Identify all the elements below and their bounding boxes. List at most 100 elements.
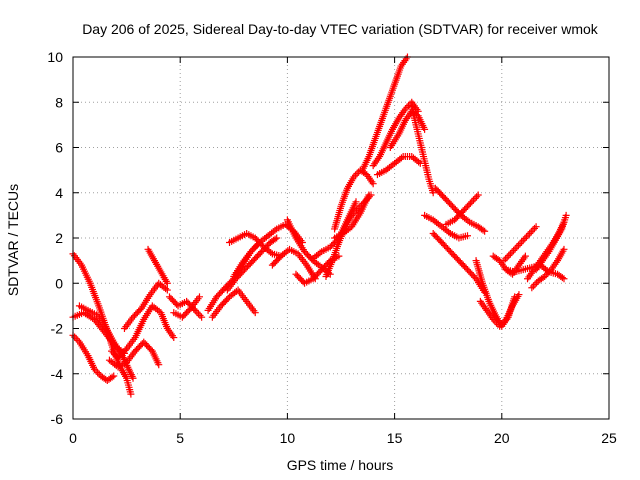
data-point: [562, 211, 570, 219]
y-tick-label: 6: [55, 140, 63, 156]
data-point: [348, 211, 356, 219]
series-pass-b: [69, 331, 118, 385]
data-point: [528, 284, 536, 292]
data-point: [369, 180, 377, 188]
data-point: [127, 390, 135, 398]
data-point: [514, 241, 522, 249]
data-point: [544, 269, 552, 277]
data-point: [531, 280, 539, 288]
data-points: [69, 53, 570, 398]
series-pass-r: [292, 252, 343, 287]
data-point: [510, 246, 518, 254]
data-point: [353, 206, 361, 214]
data-point: [468, 198, 476, 206]
data-point: [524, 231, 532, 239]
data-point: [191, 306, 199, 314]
data-point: [500, 257, 508, 265]
data-point: [111, 341, 119, 349]
data-point: [397, 154, 405, 162]
x-axis-label: GPS time / hours: [287, 457, 394, 473]
data-point: [521, 252, 529, 260]
data-point: [516, 240, 524, 248]
data-point: [526, 229, 534, 237]
data-point: [108, 373, 116, 381]
y-tick-label: 0: [55, 275, 63, 291]
series-pass-y: [373, 153, 424, 179]
data-point: [162, 285, 170, 293]
series-pass-v: [331, 191, 373, 242]
data-point: [350, 173, 358, 181]
series-pass-ab: [421, 211, 471, 242]
data-point: [111, 351, 119, 359]
data-point: [90, 365, 98, 373]
data-point: [513, 243, 521, 251]
data-point: [267, 248, 275, 256]
data-point: [473, 193, 481, 201]
data-point: [94, 369, 102, 377]
data-point: [496, 322, 504, 330]
y-tick-label: -2: [51, 321, 64, 337]
data-point: [198, 313, 206, 321]
x-tick-label: 10: [280, 430, 296, 446]
data-point: [193, 308, 201, 316]
x-tick-label: 25: [601, 430, 617, 446]
data-point: [546, 267, 554, 275]
data-point: [463, 232, 471, 240]
data-point: [542, 271, 550, 279]
series-pass-w: [358, 53, 411, 174]
series-pass-f: [105, 338, 163, 371]
series-pass-ai: [500, 223, 540, 265]
data-point: [560, 245, 568, 253]
data-point: [500, 317, 508, 325]
series-pass-ad: [442, 191, 482, 228]
data-point: [401, 105, 409, 113]
data-point: [502, 255, 510, 263]
data-point: [530, 224, 538, 232]
data-point: [492, 319, 500, 327]
x-tick-label: 5: [176, 430, 184, 446]
data-point: [489, 315, 497, 323]
series-pass-g: [120, 279, 171, 332]
series-pass-ag: [476, 291, 523, 330]
y-tick-label: 2: [55, 230, 63, 246]
data-point: [497, 321, 505, 329]
data-point: [271, 235, 279, 243]
data-point: [421, 125, 429, 133]
data-point: [466, 199, 474, 207]
y-tick-label: 10: [47, 49, 63, 65]
data-point: [352, 198, 360, 206]
x-tick-label: 0: [69, 430, 77, 446]
data-point: [481, 227, 489, 235]
data-point: [529, 282, 537, 290]
data-point: [251, 309, 259, 317]
y-tick-label: 4: [55, 185, 63, 201]
data-point: [445, 228, 453, 236]
series-pass-aa: [408, 103, 437, 197]
data-point: [196, 311, 204, 319]
data-point: [464, 217, 472, 225]
data-point: [522, 233, 530, 241]
chart-title: Day 206 of 2025, Sidereal Day-to-day VTE…: [82, 21, 599, 37]
series-pass-j: [170, 293, 203, 321]
data-point: [503, 253, 511, 261]
data-point: [505, 252, 513, 260]
series-pass-x: [369, 98, 422, 170]
data-point: [518, 238, 526, 246]
data-point: [365, 191, 373, 199]
data-point: [351, 171, 359, 179]
data-point: [349, 210, 357, 218]
data-point: [110, 372, 118, 380]
data-point: [511, 245, 519, 253]
data-point: [469, 196, 477, 204]
data-point: [479, 226, 487, 234]
data-point: [273, 234, 281, 242]
data-point: [558, 274, 566, 282]
y-tick-label: 8: [55, 94, 63, 110]
data-point: [163, 279, 171, 287]
data-point: [163, 286, 171, 294]
data-point: [92, 367, 100, 375]
y-tick-label: -6: [51, 411, 64, 427]
data-point: [71, 333, 79, 341]
data-point: [508, 248, 516, 256]
